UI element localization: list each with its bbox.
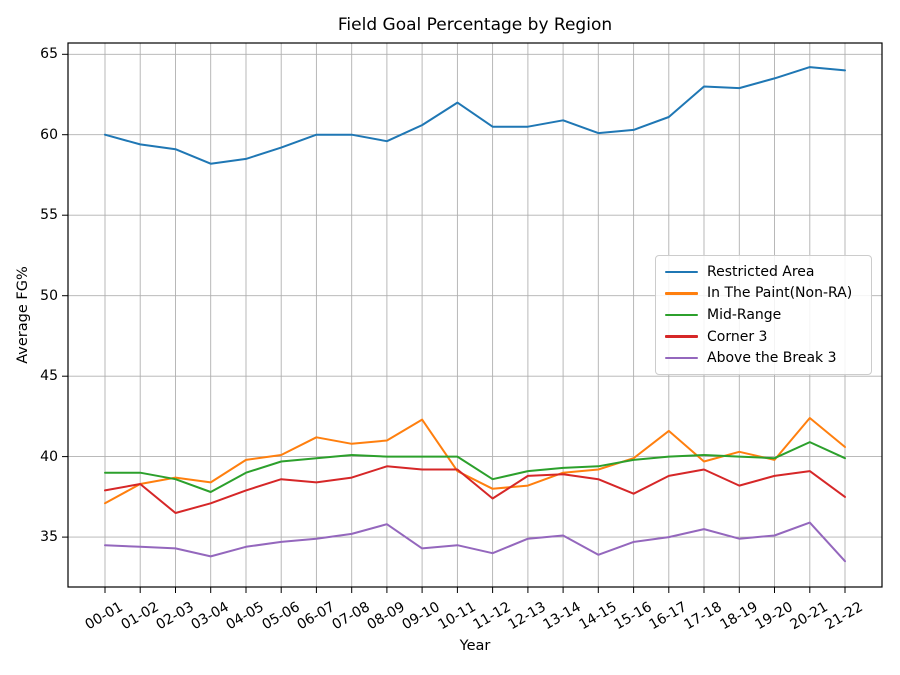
legend-item-label: Mid-Range <box>707 306 782 323</box>
legend-item: Corner 3 <box>665 329 862 345</box>
legend-line-swatch <box>665 313 698 317</box>
legend-item-label: Restricted Area <box>707 263 815 280</box>
y-tick-label: 65 <box>40 46 58 63</box>
legend-item: In The Paint(Non-RA) <box>665 285 862 301</box>
legend-item: Mid-Range <box>665 307 862 323</box>
x-axis-label: Year <box>459 638 491 654</box>
legend-line-swatch <box>665 270 698 274</box>
tick-marks <box>62 53 846 593</box>
y-tick-label: 40 <box>40 448 58 465</box>
y-tick-label: 45 <box>40 368 58 385</box>
plot-border <box>67 42 883 588</box>
y-tick-label: 60 <box>40 126 58 143</box>
line-corner-3 <box>104 465 846 514</box>
legend-line-swatch <box>665 356 698 360</box>
y-axis-label: Average FG% <box>15 266 31 364</box>
legend-item-label: In The Paint(Non-RA) <box>707 285 853 302</box>
line-above-the-break-3 <box>104 521 846 563</box>
chart-title: Field Goal Percentage by Region <box>337 15 613 35</box>
y-tick-label: 50 <box>40 287 58 304</box>
line-restricted-area <box>104 66 846 165</box>
legend-item: Restricted Area <box>665 264 862 280</box>
line-mid-range <box>104 441 846 493</box>
line-in-the-paint-non-ra <box>104 417 846 505</box>
legend-item-label: Corner 3 <box>707 328 768 345</box>
legend-item-label: Above the Break 3 <box>707 350 837 367</box>
y-tick-label: 55 <box>40 207 58 224</box>
legend-line-swatch <box>665 335 698 338</box>
legend-item: Above the Break 3 <box>665 350 862 366</box>
y-tick-label: 35 <box>40 529 58 546</box>
legend: Restricted Area In The Paint(Non-RA) Mid… <box>655 255 872 375</box>
legend-line-swatch <box>665 292 698 295</box>
